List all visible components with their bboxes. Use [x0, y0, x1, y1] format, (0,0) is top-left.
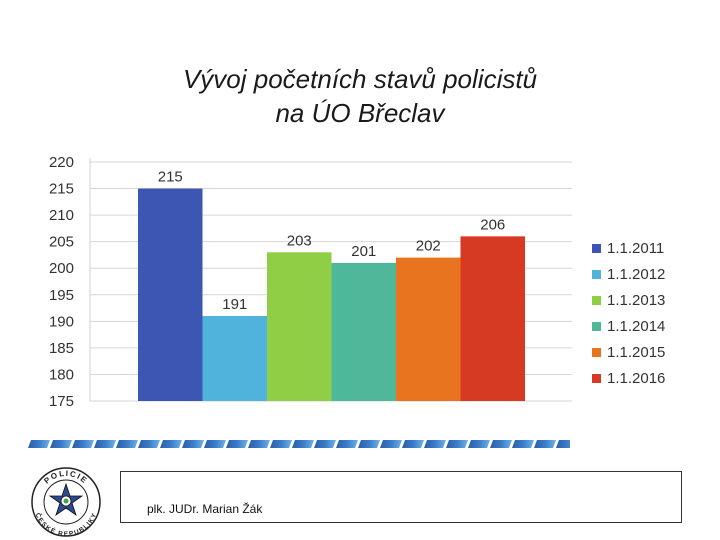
legend-entry: 1.1.2015 [607, 344, 665, 361]
y-tick-label: 190 [49, 313, 74, 330]
slide-title-line2: na ÚO Břeclav [275, 98, 445, 128]
legend-swatch [592, 322, 601, 331]
slide-title: Vývoj početních stavů policistů na ÚO Bř… [100, 62, 620, 130]
legend-swatch [592, 374, 601, 383]
y-tick-label: 210 [49, 207, 74, 224]
bar-chart: 175 180 185 190 195 200 205 210 215 220 215 191 203 2… [49, 154, 665, 410]
legend-entry: 1.1.2011 [607, 240, 664, 257]
legend-entry: 1.1.2016 [607, 370, 665, 387]
y-tick-label: 185 [49, 340, 74, 357]
decorative-stripe [28, 440, 570, 448]
footer-box: plk. JUDr. Marian Žák [120, 471, 682, 523]
legend-swatch [592, 244, 601, 253]
data-label: 206 [480, 216, 505, 233]
y-tick-label: 215 [49, 181, 74, 198]
data-label: 191 [222, 296, 247, 313]
legend-swatch [592, 348, 601, 357]
footer-author: plk. JUDr. Marian Žák [147, 502, 263, 516]
legend-entry: 1.1.2013 [607, 292, 665, 309]
bar [138, 188, 203, 401]
legend-entry: 1.1.2012 [607, 266, 665, 283]
bar [396, 257, 461, 401]
data-label: 215 [158, 169, 183, 186]
police-logo: POLICIE ČESKÉ REPUBLIKY [31, 467, 101, 538]
y-tick-label: 195 [49, 287, 74, 304]
data-label: 203 [287, 232, 312, 249]
data-label: 202 [416, 238, 441, 255]
y-tick-label: 205 [49, 234, 74, 251]
data-label: 201 [351, 243, 376, 260]
legend-swatch [592, 270, 601, 279]
bar [331, 262, 396, 401]
y-tick-label: 180 [49, 366, 74, 383]
legend-swatch [592, 296, 601, 305]
bar [460, 236, 525, 401]
bar [267, 252, 332, 401]
bar [202, 316, 267, 401]
slide-title-line1: Vývoj početních stavů policistů [182, 64, 538, 94]
y-tick-label: 175 [49, 393, 74, 410]
y-tick-label: 200 [49, 260, 74, 277]
legend-entry: 1.1.2014 [607, 318, 665, 335]
police-star-badge-icon [48, 482, 84, 517]
y-tick-label: 220 [49, 154, 74, 171]
